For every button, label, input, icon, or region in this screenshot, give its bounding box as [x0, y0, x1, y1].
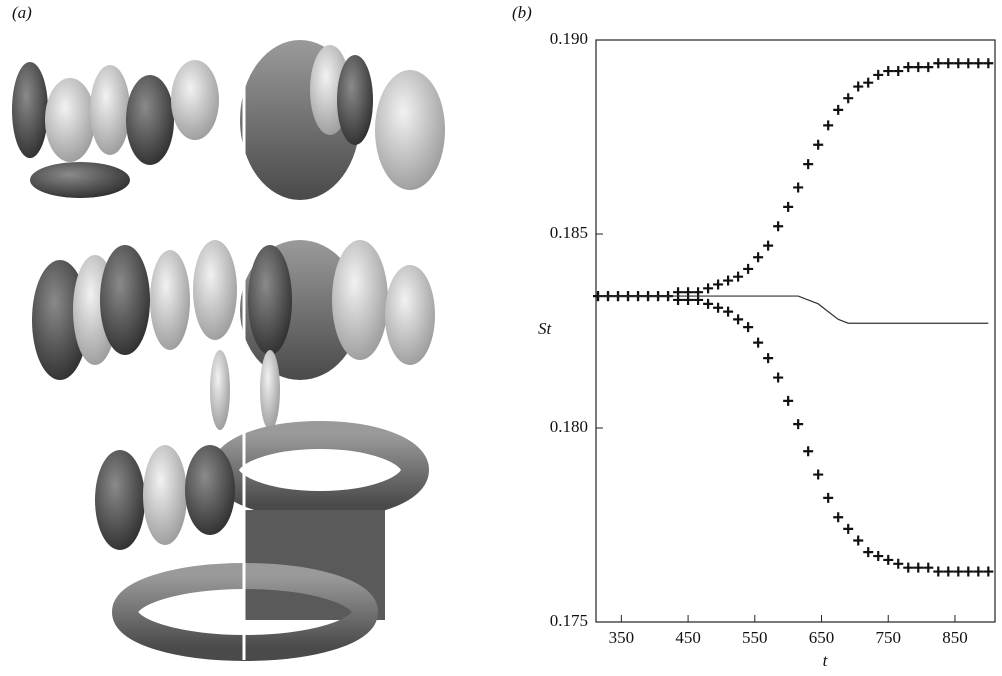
cross-marker [823, 120, 834, 131]
cross-marker [933, 566, 944, 577]
cross-marker [883, 554, 894, 565]
cross-marker [913, 62, 924, 73]
cross-marker [923, 62, 934, 73]
cross-marker [713, 279, 724, 290]
cross-marker [823, 492, 834, 503]
cross-marker [763, 240, 774, 251]
cross-marker [733, 314, 744, 325]
cross-marker [923, 562, 934, 573]
cross-marker [843, 523, 854, 534]
panel-label: (a) [12, 3, 32, 22]
cross-marker [933, 58, 944, 69]
x-tick-label: 750 [875, 628, 901, 647]
cross-marker [813, 469, 824, 480]
cross-marker [883, 66, 894, 77]
cross-marker [893, 66, 904, 77]
y-tick-label: 0.185 [550, 223, 588, 242]
cross-marker [803, 159, 814, 170]
cross-marker [733, 271, 744, 282]
y-tick-label: 0.180 [550, 417, 588, 436]
cross-marker [913, 562, 924, 573]
cross-marker [783, 201, 794, 212]
cross-marker [743, 263, 754, 274]
y-tick-label: 0.190 [550, 29, 588, 48]
cross-marker [983, 566, 994, 577]
cross-marker [873, 69, 884, 80]
cross-marker [853, 81, 864, 92]
x-tick-label: 450 [675, 628, 701, 647]
x-tick-label: 350 [609, 628, 635, 647]
cross-marker [973, 58, 984, 69]
cross-marker [763, 353, 774, 364]
cross-marker [713, 302, 724, 313]
plot-frame [595, 39, 996, 623]
cross-marker [953, 58, 964, 69]
cross-marker [803, 446, 814, 457]
cross-marker [793, 419, 804, 430]
cross-marker [973, 566, 984, 577]
y-axis-label: St [538, 319, 553, 338]
cross-marker [953, 566, 964, 577]
cross-marker [853, 535, 864, 546]
cross-marker [723, 275, 734, 286]
cross-marker [963, 566, 974, 577]
cross-marker [833, 104, 844, 115]
cross-marker [703, 283, 714, 294]
x-tick-label: 650 [809, 628, 835, 647]
cross-marker [893, 558, 904, 569]
cross-marker [863, 77, 874, 88]
x-tick-label: 550 [742, 628, 768, 647]
cross-marker [903, 62, 914, 73]
cross-marker [783, 395, 794, 406]
x-tick-label: 850 [942, 628, 968, 647]
panel-label: (b) [512, 3, 532, 22]
cross-marker [873, 551, 884, 562]
cross-marker [943, 566, 954, 577]
series-line [598, 295, 989, 324]
cross-marker [743, 322, 754, 333]
x-axis-label: t [823, 651, 829, 670]
cross-marker [793, 182, 804, 193]
cross-marker [753, 337, 764, 348]
cross-marker [833, 512, 844, 523]
cross-marker [773, 372, 784, 383]
cross-marker [983, 58, 994, 69]
cross-marker [723, 306, 734, 317]
cross-marker [843, 93, 854, 104]
cross-marker [753, 252, 764, 263]
cross-marker [813, 139, 824, 150]
y-tick-label: 0.175 [550, 611, 588, 630]
cross-marker [943, 58, 954, 69]
cross-marker [903, 562, 914, 573]
cross-marker [963, 58, 974, 69]
cross-marker [703, 298, 714, 309]
cross-marker [863, 547, 874, 558]
vortex-render [12, 40, 445, 661]
cross-marker [773, 221, 784, 232]
